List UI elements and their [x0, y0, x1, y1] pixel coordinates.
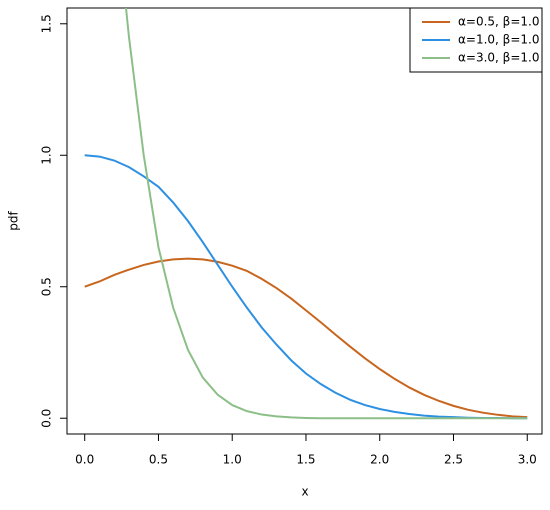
legend-label: α=3.0, β=1.0 — [458, 51, 539, 65]
x-tick-label: 3.0 — [518, 453, 537, 467]
x-tick-label: 1.5 — [296, 453, 315, 467]
x-tick-label: 1.0 — [223, 453, 242, 467]
y-tick-label: 0.5 — [40, 277, 54, 296]
x-tick-label: 0.5 — [149, 453, 168, 467]
x-tick-label: 0.0 — [75, 453, 94, 467]
y-tick-label: 1.0 — [40, 146, 54, 165]
x-axis-label: x — [301, 485, 308, 499]
legend-label: α=0.5, β=1.0 — [458, 15, 539, 29]
x-tick-label: 2.5 — [444, 453, 463, 467]
y-tick-label: 0.0 — [40, 409, 54, 428]
y-axis-label: pdf — [7, 211, 21, 231]
legend-label: α=1.0, β=1.0 — [458, 33, 539, 47]
series-line — [125, 8, 528, 420]
x-tick-label: 2.0 — [370, 453, 389, 467]
series-line — [84, 154, 528, 420]
y-tick-label: 1.5 — [40, 14, 54, 33]
series-line — [84, 257, 528, 419]
